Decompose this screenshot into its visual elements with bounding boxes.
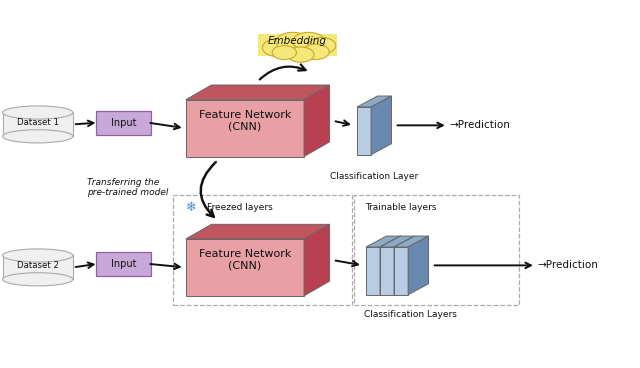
Text: Dataset 1: Dataset 1 [17, 118, 59, 127]
Circle shape [276, 32, 310, 52]
Ellipse shape [3, 106, 73, 119]
Polygon shape [357, 107, 371, 155]
Polygon shape [186, 239, 304, 296]
FancyBboxPatch shape [97, 252, 151, 276]
Circle shape [272, 46, 296, 60]
Polygon shape [186, 100, 304, 156]
Ellipse shape [3, 249, 73, 262]
Polygon shape [380, 236, 401, 295]
FancyBboxPatch shape [97, 111, 151, 135]
Polygon shape [394, 236, 429, 247]
Text: Trainable layers: Trainable layers [365, 204, 436, 212]
Text: ❄: ❄ [186, 201, 196, 214]
Polygon shape [186, 224, 330, 239]
Ellipse shape [3, 273, 73, 286]
Polygon shape [304, 85, 330, 156]
Polygon shape [186, 85, 330, 100]
Text: Input: Input [111, 259, 136, 269]
Circle shape [262, 39, 294, 57]
Text: →Prediction: →Prediction [450, 120, 511, 130]
Polygon shape [366, 247, 380, 295]
Polygon shape [304, 224, 330, 296]
Circle shape [287, 47, 314, 62]
Polygon shape [3, 113, 73, 136]
Polygon shape [394, 236, 415, 295]
Text: →Prediction: →Prediction [538, 261, 598, 270]
Polygon shape [394, 247, 408, 295]
Polygon shape [258, 34, 337, 56]
Text: Dataset 2: Dataset 2 [17, 261, 59, 270]
Circle shape [308, 38, 336, 54]
Polygon shape [3, 255, 73, 279]
Polygon shape [408, 236, 429, 295]
Polygon shape [366, 236, 401, 247]
Text: Feature Network
(CNN): Feature Network (CNN) [199, 110, 291, 131]
Polygon shape [371, 96, 392, 155]
Text: Transferring the
pre-trained model: Transferring the pre-trained model [87, 178, 168, 197]
Polygon shape [380, 247, 394, 295]
Text: Feature Network
(CNN): Feature Network (CNN) [199, 249, 291, 271]
Circle shape [303, 44, 329, 60]
Text: Embedding: Embedding [268, 36, 327, 46]
Text: Freezed layers: Freezed layers [207, 204, 273, 212]
Polygon shape [380, 236, 415, 247]
Circle shape [292, 32, 324, 50]
Polygon shape [357, 96, 392, 107]
Text: Input: Input [111, 118, 136, 128]
Text: Classification Layer: Classification Layer [330, 172, 419, 181]
Text: Classification Layers: Classification Layers [364, 310, 457, 319]
Ellipse shape [3, 130, 73, 143]
